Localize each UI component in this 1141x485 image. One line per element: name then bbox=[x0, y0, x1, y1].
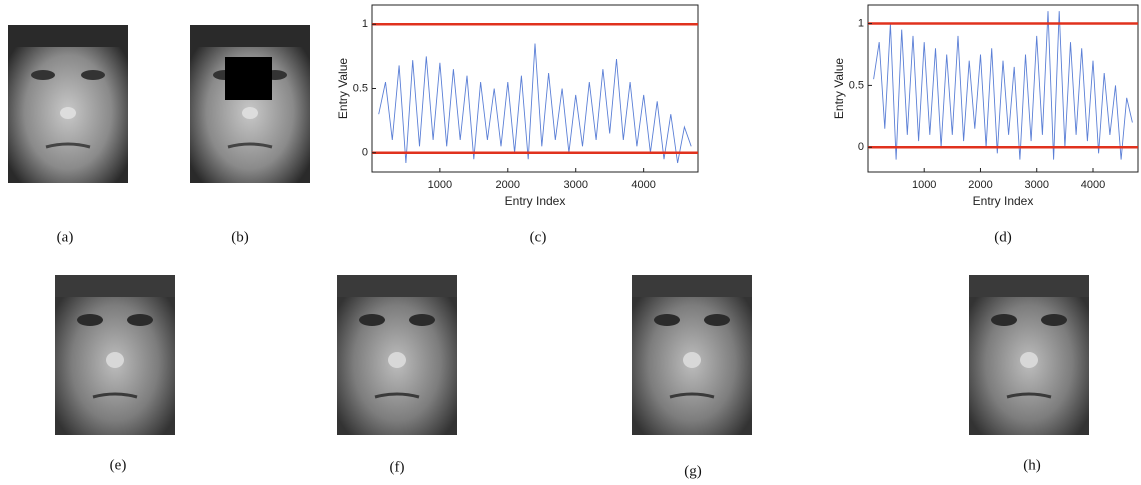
data-line bbox=[873, 11, 1133, 160]
caption: (d) bbox=[994, 229, 1012, 245]
x-tick-label: 1000 bbox=[428, 179, 452, 191]
caption: (a) bbox=[57, 229, 74, 245]
x-tick-label: 3000 bbox=[563, 179, 587, 191]
axes-frame bbox=[371, 4, 699, 173]
y-tick-label: 1 bbox=[858, 17, 864, 29]
caption: (c) bbox=[530, 229, 547, 245]
occlusion-block bbox=[225, 57, 272, 100]
y-axis-label: Entry Value bbox=[336, 58, 350, 119]
face-image bbox=[630, 273, 754, 437]
x-tick-label: 3000 bbox=[1024, 179, 1048, 191]
y-tick-label: 0.5 bbox=[849, 79, 864, 91]
caption: (e) bbox=[110, 457, 127, 473]
x-axis-label: Entry Index bbox=[505, 194, 566, 208]
caption: (g) bbox=[684, 463, 702, 479]
x-tick-label: 2000 bbox=[496, 179, 520, 191]
x-tick-label: 1000 bbox=[912, 179, 936, 191]
x-tick-label: 4000 bbox=[1081, 179, 1105, 191]
face-image bbox=[6, 23, 130, 185]
data-line bbox=[378, 43, 692, 164]
y-axis-label: Entry Value bbox=[832, 58, 846, 119]
y-tick-label: 0.5 bbox=[353, 82, 368, 94]
caption: (h) bbox=[1023, 457, 1041, 473]
x-tick-label: 4000 bbox=[631, 179, 655, 191]
x-tick-label: 2000 bbox=[968, 179, 992, 191]
y-tick-label: 1 bbox=[362, 18, 368, 30]
y-tick-label: 0 bbox=[858, 141, 864, 153]
face-image bbox=[335, 273, 459, 437]
face-image bbox=[53, 273, 177, 437]
face-image bbox=[188, 23, 312, 185]
x-axis-label: Entry Index bbox=[973, 194, 1034, 208]
face-image bbox=[967, 273, 1091, 437]
axes-frame bbox=[867, 4, 1139, 173]
y-tick-label: 0 bbox=[362, 147, 368, 159]
caption: (f) bbox=[390, 459, 405, 475]
caption: (b) bbox=[231, 229, 249, 245]
